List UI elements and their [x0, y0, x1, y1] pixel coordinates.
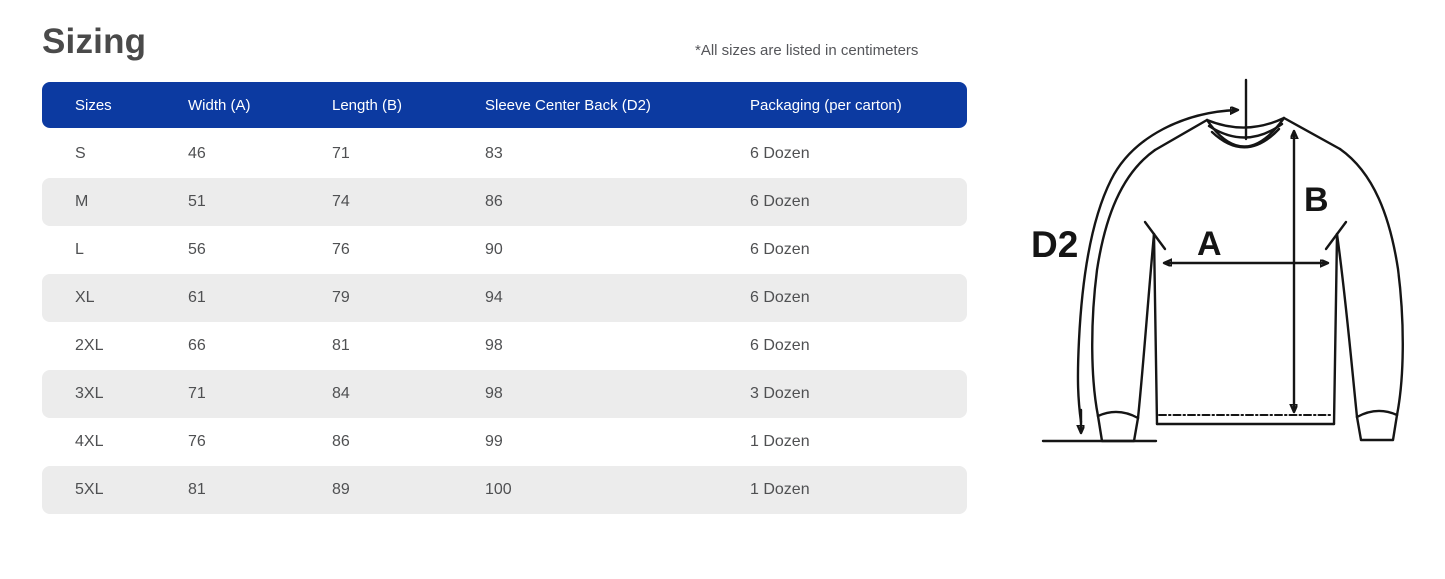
cell-packaging: 6 Dozen: [750, 289, 810, 306]
column-header-sizes: Sizes: [75, 96, 112, 114]
cell-packaging: 1 Dozen: [750, 433, 810, 450]
cell-length: 71: [332, 145, 350, 162]
cell-sleeve: 98: [485, 385, 503, 402]
cell-width: 56: [188, 241, 206, 258]
table-row: 3XL 71 84 98 3 Dozen: [42, 370, 967, 418]
cell-length: 89: [332, 481, 350, 498]
table-header-row: Sizes Width (A) Length (B) Sleeve Center…: [42, 82, 967, 128]
cell-width: 46: [188, 145, 206, 162]
cell-packaging: 6 Dozen: [750, 193, 810, 210]
sleeve-measure-arrow: [1076, 110, 1237, 424]
cell-sleeve: 83: [485, 145, 503, 162]
measurement-marks: [1041, 78, 1348, 443]
cell-packaging: 3 Dozen: [750, 385, 810, 402]
cell-packaging: 6 Dozen: [750, 241, 810, 258]
table-row: XL 61 79 94 6 Dozen: [42, 274, 967, 322]
table-row: S 46 71 83 6 Dozen: [42, 130, 967, 178]
cell-packaging: 6 Dozen: [750, 145, 810, 162]
column-header-packaging: Packaging (per carton): [750, 96, 902, 114]
column-header-length: Length (B): [332, 96, 403, 114]
label-sleeve-center-back: D2: [1031, 224, 1078, 265]
cell-packaging: 6 Dozen: [750, 337, 810, 354]
cell-size: L: [75, 241, 84, 258]
cell-length: 81: [332, 337, 350, 354]
cell-length: 74: [332, 193, 350, 210]
cell-sleeve: 94: [485, 289, 503, 306]
cell-size: M: [75, 193, 89, 210]
cell-packaging: 1 Dozen: [750, 481, 810, 498]
cell-size: 5XL: [75, 481, 104, 498]
cell-length: 86: [332, 433, 350, 450]
table-row: L 56 76 90 6 Dozen: [42, 226, 967, 274]
table-row: 5XL 81 89 100 1 Dozen: [42, 466, 967, 514]
cell-length: 79: [332, 289, 350, 306]
cell-sleeve: 98: [485, 337, 503, 354]
cell-size: 3XL: [75, 385, 104, 402]
cell-length: 84: [332, 385, 350, 402]
cell-width: 71: [188, 385, 206, 402]
table-row: 4XL 76 86 99 1 Dozen: [42, 418, 967, 466]
cell-size: XL: [75, 289, 95, 306]
cell-sleeve: 86: [485, 193, 503, 210]
cell-size: S: [75, 145, 86, 162]
cell-width: 76: [188, 433, 206, 450]
cell-sleeve: 90: [485, 241, 503, 258]
cell-width: 81: [188, 481, 206, 498]
sizing-table: Sizes Width (A) Length (B) Sleeve Center…: [42, 82, 967, 514]
shirt-measurement-diagram: D2 A B: [1031, 78, 1404, 443]
cell-sleeve: 99: [485, 433, 503, 450]
cell-sleeve: 100: [485, 481, 512, 498]
table-row: M 51 74 86 6 Dozen: [42, 178, 967, 226]
cell-size: 4XL: [75, 433, 104, 450]
cell-size: 2XL: [75, 337, 104, 354]
shirt-outline: [1091, 116, 1404, 443]
cell-width: 51: [188, 193, 206, 210]
column-header-width: Width (A): [188, 96, 251, 114]
column-header-sleeve: Sleeve Center Back (D2): [485, 96, 651, 114]
page-title: Sizing: [42, 22, 147, 61]
table-row: 2XL 66 81 98 6 Dozen: [42, 322, 967, 370]
cell-length: 76: [332, 241, 350, 258]
label-length: B: [1304, 181, 1329, 219]
units-note: *All sizes are listed in centimeters: [695, 42, 919, 59]
cell-width: 61: [188, 289, 206, 306]
cell-width: 66: [188, 337, 206, 354]
table-body: S 46 71 83 6 Dozen M 51 74 86 6 Dozen L …: [42, 130, 967, 514]
label-width: A: [1197, 225, 1222, 263]
